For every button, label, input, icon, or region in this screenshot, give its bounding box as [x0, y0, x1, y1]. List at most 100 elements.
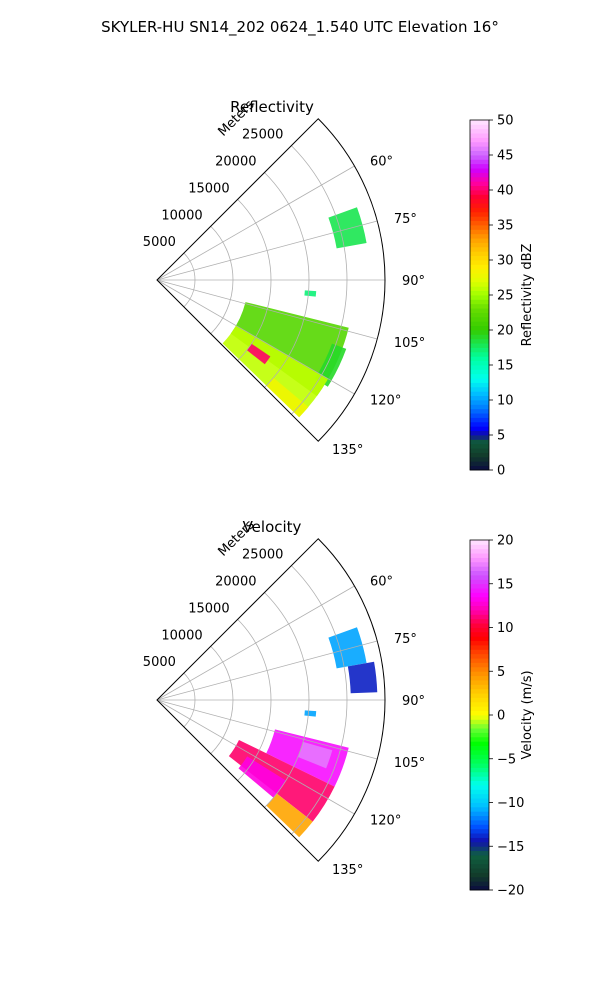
colorbar-tick-label: 10: [497, 394, 514, 409]
colorbar-tick-label: 40: [497, 184, 514, 199]
range-tick-label: 25000: [242, 128, 283, 143]
colorbar-segment: [470, 553, 489, 558]
colorbar-segment: [470, 220, 489, 226]
colorbar-segment: [470, 255, 489, 261]
colorbar-segment: [470, 710, 489, 716]
colorbar-segment: [470, 408, 489, 414]
colorbar-tick-label: 15: [497, 577, 514, 592]
azimuth-tick-label: 90°: [402, 274, 425, 289]
colorbar-segment: [470, 373, 489, 379]
colorbar-segment: [470, 150, 489, 156]
colorbar-segment: [470, 273, 489, 278]
colorbar-tick-label: −20: [497, 884, 524, 899]
colorbar-tick-label: 20: [497, 534, 514, 549]
echo-region: [246, 343, 271, 365]
colorbar-segment: [470, 798, 489, 803]
azimuth-tick-label: 75°: [394, 212, 417, 227]
colorbar-segment: [470, 824, 489, 830]
azimuth-tick-label: 120°: [370, 394, 401, 409]
colorbar-tick-label: −5: [497, 752, 516, 767]
colorbar-tick-label: 5: [497, 665, 505, 680]
colorbar-segment: [470, 120, 489, 125]
colorbar-segment: [470, 837, 489, 843]
azimuth-tick-label: 135°: [332, 443, 363, 458]
sector-outline: [156, 538, 386, 862]
colorbar-segment: [470, 750, 489, 755]
colorbar-segment: [470, 435, 489, 440]
colorbar-segment: [470, 137, 489, 143]
colorbar-segment: [470, 312, 489, 318]
colorbar-segment: [470, 360, 489, 366]
azimuth-gridline: [156, 699, 378, 760]
colorbar-segment: [470, 697, 489, 703]
colorbar-segment: [470, 675, 489, 681]
colorbar-segment: [470, 785, 489, 790]
colorbar-segment: [470, 308, 489, 313]
azimuth-gridline: [156, 699, 355, 815]
colorbar-segment: [470, 430, 489, 436]
colorbar-segment: [470, 194, 489, 200]
colorbar-segment: [470, 461, 489, 467]
azimuth-tick-label: 90°: [402, 694, 425, 709]
colorbar-segment: [470, 382, 489, 388]
reflectivity-panel: Reflectivity 500010000150002000025000Met…: [143, 97, 535, 478]
colorbar-segment: [470, 286, 489, 292]
reflectivity-polar-plot: 500010000150002000025000Meters60°75°90°1…: [143, 97, 425, 458]
colorbar-segment: [470, 365, 489, 370]
colorbar-segment: [470, 146, 489, 152]
echo-region: [304, 710, 317, 717]
colorbar-segment: [470, 684, 489, 690]
colorbar-segment: [470, 369, 489, 375]
colorbar-segment: [470, 540, 489, 545]
colorbar-segment: [470, 623, 489, 628]
figure-suptitle: SKYLER-HU SN14_202 0624_1.540 UTC Elevat…: [101, 18, 499, 37]
colorbar-segment: [470, 640, 489, 646]
colorbar-segment: [470, 163, 489, 169]
colorbar-segment: [470, 343, 489, 348]
colorbar-tick-label: 10: [497, 621, 514, 636]
colorbar-segment: [470, 605, 489, 611]
colorbar-segment: [470, 723, 489, 729]
echo-layer: [228, 627, 378, 838]
colorbar-tick-label: 20: [497, 324, 514, 339]
colorbar-segment: [470, 124, 489, 130]
colorbar-segment: [470, 688, 489, 694]
colorbar-segment: [470, 561, 489, 567]
colorbar-segment: [470, 820, 489, 825]
colorbar-segment: [470, 671, 489, 677]
colorbar-segment: [470, 246, 489, 252]
colorbar-segment: [470, 168, 489, 173]
colorbar-segment: [470, 321, 489, 327]
colorbar-segment: [470, 701, 489, 707]
sector-outline: [156, 118, 386, 442]
echo-layer: [222, 207, 367, 418]
range-tick-label: 15000: [188, 181, 229, 196]
echo-region: [328, 627, 367, 669]
colorbar-segment: [470, 855, 489, 860]
colorbar-segment: [470, 185, 489, 191]
colorbar-segment: [470, 658, 489, 663]
colorbar-segment: [470, 325, 489, 331]
colorbar-segment: [470, 863, 489, 869]
colorbar-tick-label: 0: [497, 709, 505, 724]
reflectivity-title: Reflectivity: [230, 98, 314, 116]
colorbar-segment: [470, 334, 489, 340]
colorbar-segment: [470, 850, 489, 856]
colorbar-segment: [470, 666, 489, 672]
colorbar-segment: [470, 719, 489, 725]
echo-region: [347, 661, 378, 694]
colorbar-segment: [470, 141, 489, 147]
colorbar-segment: [470, 583, 489, 589]
colorbar-segment: [470, 876, 489, 882]
reflectivity-colorbar: 0 5 10 15 20 25 30 35 40 45 50 Reflectivity dBZ: [469, 114, 535, 479]
colorbar-segment: [470, 881, 489, 887]
colorbar-segment: [470, 159, 489, 165]
colorbar-segment: [470, 404, 489, 410]
azimuth-tick-label: 105°: [394, 756, 425, 771]
colorbar-segment: [470, 413, 489, 418]
colorbar-segment: [470, 295, 489, 300]
colorbar-segment: [470, 216, 489, 222]
colorbar-segment: [470, 181, 489, 187]
colorbar-segment: [470, 579, 489, 585]
azimuth-tick-label: 60°: [370, 155, 393, 170]
